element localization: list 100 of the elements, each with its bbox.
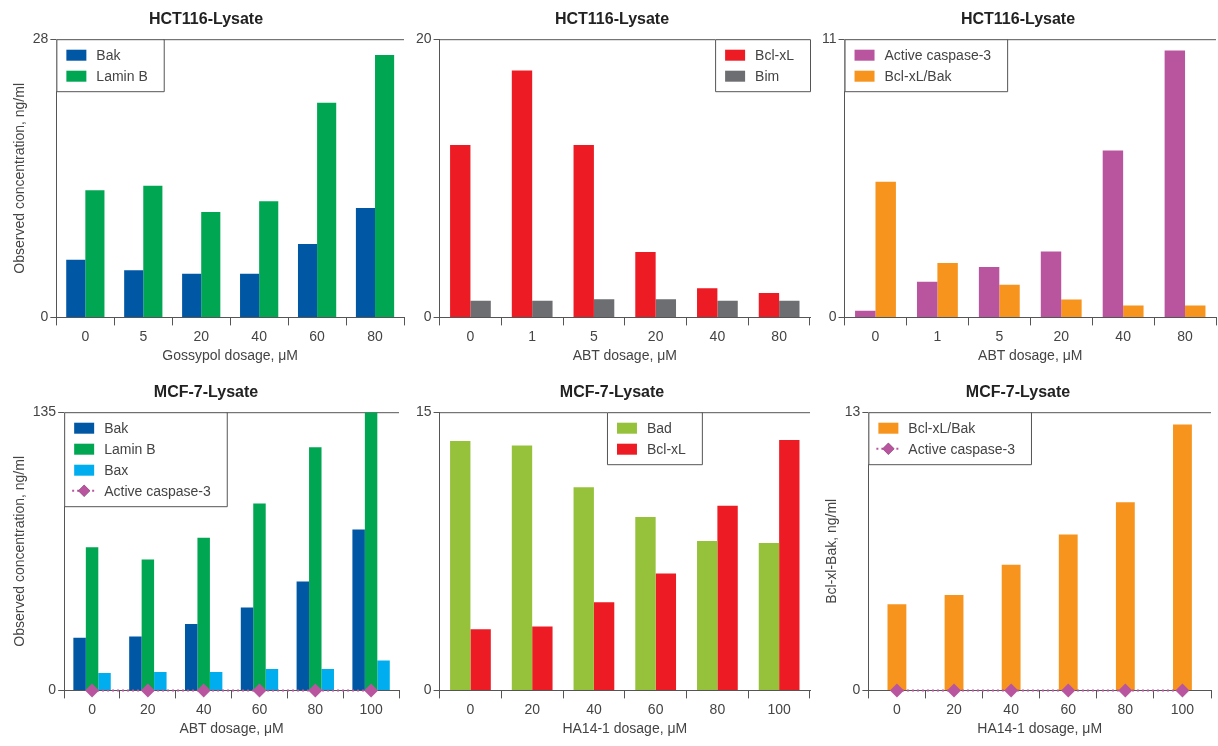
bar xyxy=(297,243,318,317)
y-axis-title: Bcl-xl-Bak, ng/ml xyxy=(823,498,840,604)
x-tick-label: 40 xyxy=(195,700,212,717)
legend-label: Active caspase-3 xyxy=(884,46,992,63)
bar xyxy=(635,516,656,690)
chart-title: MCF-7-Lysate xyxy=(965,383,1071,401)
bar xyxy=(573,144,594,317)
bar xyxy=(364,412,378,690)
bar xyxy=(779,440,800,690)
bar xyxy=(66,259,86,317)
bar xyxy=(1061,299,1082,317)
x-tick-label: 60 xyxy=(309,327,326,344)
x-tick-label: 0 xyxy=(88,700,97,717)
bar xyxy=(98,673,111,690)
bar xyxy=(182,273,202,317)
bar xyxy=(999,284,1020,317)
bar xyxy=(1123,305,1144,317)
bar xyxy=(887,604,907,690)
bar xyxy=(296,581,310,690)
bar xyxy=(697,541,718,690)
y-tick-label: 0 xyxy=(40,308,49,325)
bar xyxy=(470,300,491,317)
x-tick-label: 80 xyxy=(367,327,384,344)
x-tick-label: 80 xyxy=(771,327,788,344)
y-tick-label: 135 xyxy=(32,403,57,420)
bar xyxy=(1173,424,1192,690)
x-tick-label: 5 xyxy=(995,327,1004,344)
x-tick-label: 20 xyxy=(647,327,664,344)
bar xyxy=(1040,251,1062,317)
bar xyxy=(532,626,553,690)
bar xyxy=(697,288,718,317)
chart-title: MCF-7-Lysate xyxy=(559,383,665,401)
bar xyxy=(655,573,677,690)
bar xyxy=(593,299,615,317)
bar xyxy=(309,447,322,690)
bar xyxy=(1185,305,1206,317)
legend-label: Bcl-xL/Bak xyxy=(884,67,953,84)
bar xyxy=(470,629,491,690)
bar xyxy=(141,559,155,690)
bar xyxy=(450,440,471,690)
legend-label: Bad xyxy=(646,419,672,436)
legend-label: Bim xyxy=(755,67,780,84)
bar xyxy=(143,185,163,317)
x-axis-title: HA14-1 dosage, μM xyxy=(977,720,1103,737)
bar xyxy=(593,602,615,690)
x-tick-label: 100 xyxy=(1170,700,1195,717)
x-tick-label: 0 xyxy=(871,327,880,344)
legend-label: Bak xyxy=(96,46,122,63)
x-tick-label: 20 xyxy=(524,700,541,717)
x-axis-title: ABT dosage, μM xyxy=(572,347,677,364)
bar xyxy=(450,144,471,317)
x-tick-label: 20 xyxy=(140,700,156,717)
bar xyxy=(124,270,144,317)
bar xyxy=(352,529,365,690)
legend-label: Lamin B xyxy=(96,67,148,84)
bar xyxy=(717,505,738,690)
bar xyxy=(944,594,964,690)
x-tick-label: 5 xyxy=(139,327,148,344)
bar xyxy=(240,273,260,317)
legend-label: Active caspase-3 xyxy=(104,482,211,499)
bar xyxy=(201,212,221,317)
x-tick-label: 100 xyxy=(359,700,383,717)
legend-label: Lamin B xyxy=(104,440,156,457)
x-axis-title: ABT dosage, μM xyxy=(179,720,284,737)
bar xyxy=(875,181,896,317)
x-axis-title: HA14-1 dosage, μM xyxy=(562,720,688,737)
y-tick-label: 0 xyxy=(423,681,432,698)
y-tick-label: 15 xyxy=(415,403,432,420)
chart-title: MCF-7-Lysate xyxy=(153,383,259,401)
x-tick-label: 1 xyxy=(528,327,537,344)
x-tick-label: 5 xyxy=(590,327,599,344)
legend-label: Bcl-xL xyxy=(646,440,687,457)
x-tick-label: 1 xyxy=(933,327,942,344)
bar xyxy=(978,267,1000,317)
chart-title: HCT116-Lysate xyxy=(148,10,264,28)
bar xyxy=(375,55,395,317)
y-tick-label: 20 xyxy=(415,30,432,47)
x-tick-label: 60 xyxy=(251,700,268,717)
x-tick-label: 80 xyxy=(1117,700,1134,717)
legend-label: Bcl-xL xyxy=(755,46,795,63)
x-tick-label: 40 xyxy=(709,327,726,344)
chart-title: HCT116-Lysate xyxy=(960,10,1076,28)
bar xyxy=(855,310,876,317)
bar xyxy=(129,636,142,690)
bar xyxy=(1102,150,1124,317)
x-tick-label: 80 xyxy=(709,700,726,717)
x-axis-title: ABT dosage, μM xyxy=(978,347,1083,364)
bar xyxy=(209,672,223,690)
x-tick-label: 40 xyxy=(1115,327,1132,344)
bar xyxy=(655,299,677,317)
legend-label: Bak xyxy=(104,419,130,436)
bar xyxy=(937,263,958,317)
x-tick-label: 100 xyxy=(767,700,792,717)
bar xyxy=(1001,564,1021,690)
bar xyxy=(717,300,738,317)
y-tick-label: 28 xyxy=(32,30,49,47)
bar xyxy=(1164,50,1186,317)
legend-label: Bax xyxy=(104,461,129,478)
x-tick-label: 40 xyxy=(586,700,602,717)
bar xyxy=(85,190,105,317)
